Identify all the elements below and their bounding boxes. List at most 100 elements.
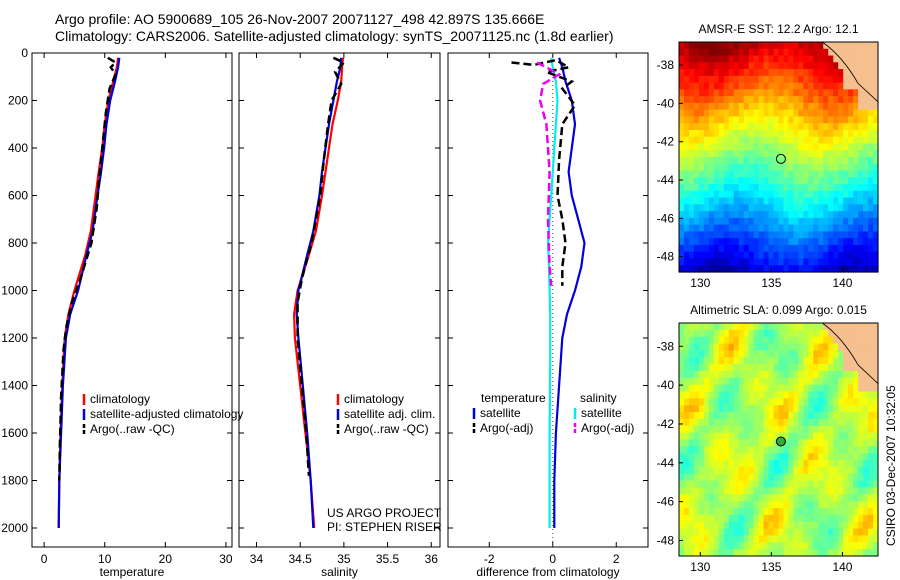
map-cell — [733, 535, 740, 543]
map-cell — [823, 439, 829, 447]
map-cell — [718, 143, 725, 151]
map-cell — [758, 163, 765, 172]
map-cell — [763, 439, 770, 447]
map-cell — [793, 143, 799, 151]
map-cell — [793, 460, 799, 468]
map-cell — [788, 528, 795, 537]
y-tick-label: -46 — [657, 211, 675, 225]
map-cell — [688, 350, 695, 358]
map-cell — [823, 514, 829, 523]
y-tick-label: 0 — [21, 46, 28, 60]
map-cell — [873, 350, 879, 358]
map-cell — [758, 501, 765, 509]
map-cell — [843, 487, 849, 495]
map-cell — [843, 466, 849, 475]
map-cell — [783, 350, 790, 358]
map-cell — [713, 211, 720, 219]
map-cell — [723, 432, 730, 441]
map-cell — [693, 370, 700, 379]
map-cell — [683, 535, 690, 543]
map-cell — [713, 418, 720, 427]
map-cell — [679, 96, 685, 104]
map-cell — [813, 370, 819, 379]
map-cell — [833, 336, 839, 345]
map-cell — [818, 102, 824, 111]
map-cell — [818, 336, 824, 345]
map-cell — [718, 55, 725, 63]
map-cell — [798, 251, 804, 260]
map-cell — [793, 487, 799, 495]
map-cell — [823, 521, 829, 530]
map-cell — [698, 163, 705, 172]
map-cell — [728, 258, 735, 266]
map-cell — [723, 542, 730, 550]
map-cell — [843, 211, 849, 219]
map-cell — [858, 136, 864, 145]
map-cell — [693, 136, 700, 145]
map-cell — [853, 184, 859, 192]
map-cell — [843, 343, 849, 352]
map-cell — [803, 82, 809, 90]
map-cell — [773, 473, 780, 482]
map-cell — [743, 177, 750, 185]
map-cell — [723, 521, 730, 530]
map-cell — [788, 439, 795, 447]
map-cell — [748, 129, 755, 138]
map-cell — [788, 432, 795, 441]
map-cell — [783, 211, 790, 219]
map-cell — [703, 55, 710, 63]
map-cell — [818, 487, 824, 495]
map-cell — [703, 177, 710, 185]
map-cell — [833, 329, 839, 338]
map-cell — [783, 62, 790, 70]
map-cell — [743, 211, 750, 219]
map-cell — [808, 521, 814, 530]
map-cell — [788, 323, 795, 331]
map-cell — [778, 384, 785, 393]
map-cell — [838, 116, 844, 124]
difference-legend: temperature salinitysatelliteArgo(-adj)sa… — [472, 391, 634, 435]
x-tick-label: 2 — [613, 552, 620, 566]
map-cell — [838, 211, 844, 219]
plot-frame — [447, 52, 649, 548]
map-cell — [778, 508, 785, 516]
map-cell — [868, 123, 874, 131]
map-cell — [718, 377, 725, 386]
map-cell — [843, 231, 849, 239]
map-cell — [718, 391, 725, 399]
map-cell — [683, 197, 690, 205]
map-cell — [863, 184, 869, 192]
map-cell — [788, 343, 795, 352]
map-cell — [718, 350, 725, 358]
map-cell — [748, 258, 755, 266]
map-cell — [773, 89, 780, 97]
map-cell — [688, 501, 695, 509]
map-cell — [858, 129, 864, 138]
y-tick-label: -44 — [657, 456, 675, 470]
figure-title-line2: Climatology: CARS2006. Satellite-adjuste… — [55, 28, 614, 44]
map-cell — [713, 82, 720, 90]
map-cell — [723, 528, 730, 537]
x-tick-label: 30 — [219, 552, 233, 566]
map-cell — [783, 514, 790, 523]
map-cell — [808, 82, 814, 90]
map-cell — [763, 251, 770, 260]
map-cell — [828, 150, 834, 158]
map-cell — [679, 157, 685, 165]
map-cell — [873, 258, 879, 266]
map-cell — [823, 460, 829, 468]
map-cell — [718, 336, 725, 345]
map-cell — [838, 75, 844, 84]
map-cell — [803, 412, 809, 420]
x-axis-label: temperature — [100, 565, 165, 579]
map-cell — [828, 211, 834, 219]
map-cell — [853, 224, 859, 233]
map-cell — [848, 535, 854, 543]
map-cell — [823, 184, 829, 192]
map-cell — [698, 357, 705, 365]
map-cell — [778, 82, 785, 90]
map-cell — [763, 418, 770, 427]
map-cell — [693, 184, 700, 192]
map-cell — [763, 542, 770, 550]
map-cell — [748, 357, 755, 365]
